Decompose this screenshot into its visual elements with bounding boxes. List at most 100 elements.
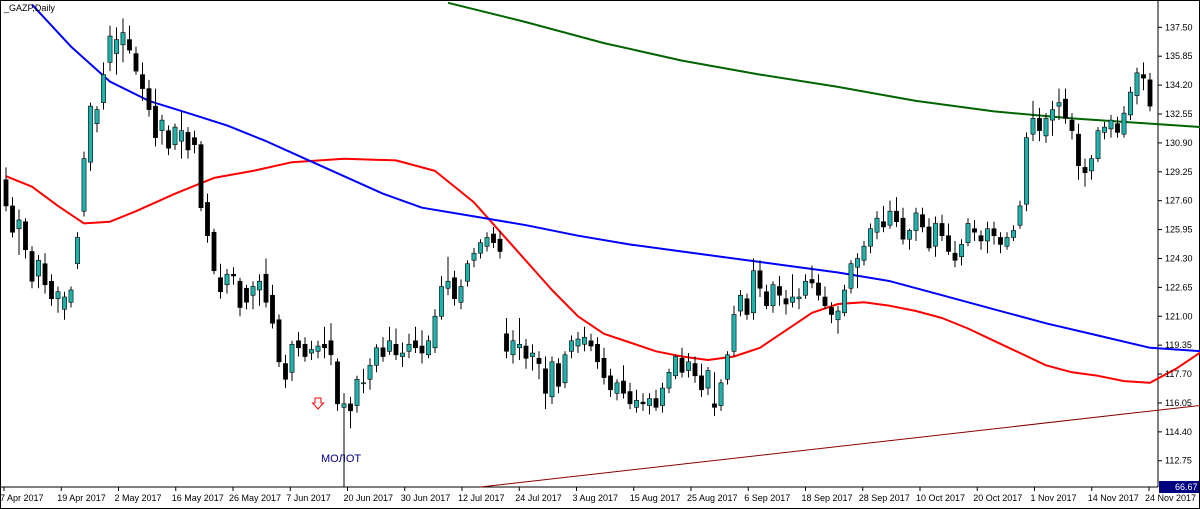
candle bbox=[192, 130, 197, 154]
candle-body-up bbox=[887, 210, 893, 226]
candle-body-up bbox=[725, 354, 730, 380]
y-tick-label: 114.40 bbox=[1165, 427, 1192, 437]
candle bbox=[101, 62, 106, 110]
candle bbox=[49, 274, 54, 306]
x-tick-label: 26 May 2017 bbox=[229, 493, 281, 503]
candle-body-down bbox=[1141, 74, 1146, 79]
candle-body-up bbox=[159, 119, 165, 131]
candle-body-up bbox=[114, 39, 119, 54]
candle-body-up bbox=[81, 158, 87, 212]
candle-body-up bbox=[660, 387, 665, 406]
candle bbox=[790, 274, 795, 308]
candle bbox=[549, 356, 555, 404]
candle-body-down bbox=[348, 403, 353, 412]
candle-body-up bbox=[257, 280, 262, 291]
candle bbox=[582, 326, 587, 352]
candle-body-up bbox=[426, 340, 431, 356]
candle bbox=[159, 114, 165, 145]
candle-body-up bbox=[1128, 91, 1133, 116]
ma-mid-line bbox=[31, 3, 1200, 353]
last-price-label: 66.67 bbox=[1175, 482, 1198, 492]
candle bbox=[10, 197, 15, 238]
candle-body-down bbox=[744, 298, 750, 315]
candle-body-down bbox=[497, 238, 503, 252]
candle bbox=[861, 240, 867, 266]
hammer-arrow-icon bbox=[311, 397, 325, 410]
candle-body-up bbox=[731, 314, 737, 352]
candle-body-up bbox=[406, 343, 412, 352]
candle bbox=[406, 333, 412, 359]
candle-body-down bbox=[1069, 119, 1075, 131]
candle-body-up bbox=[614, 382, 620, 394]
candle bbox=[1043, 113, 1049, 143]
candle-body-down bbox=[536, 357, 542, 364]
candle bbox=[842, 284, 847, 317]
candle-body-up bbox=[790, 296, 795, 303]
candle-body-up bbox=[575, 338, 581, 347]
candle bbox=[881, 205, 886, 233]
candle-body-down bbox=[237, 280, 243, 308]
candles bbox=[3, 18, 1153, 487]
candle bbox=[640, 393, 646, 411]
candle bbox=[127, 25, 132, 54]
candle-body-up bbox=[36, 259, 41, 277]
candle bbox=[1076, 123, 1081, 180]
candle-body-up bbox=[250, 286, 256, 296]
candle-body-up bbox=[569, 340, 574, 352]
candle-body-down bbox=[10, 205, 15, 233]
candle bbox=[471, 247, 477, 268]
x-tick-label: 7 Apr 2017 bbox=[0, 493, 44, 503]
candle-body-down bbox=[276, 319, 282, 363]
candle bbox=[595, 337, 600, 369]
candle bbox=[679, 347, 685, 378]
candle bbox=[367, 358, 373, 390]
candle-body-down bbox=[822, 296, 828, 307]
candle bbox=[1089, 155, 1094, 180]
x-tick-label: 7 Jun 2017 bbox=[286, 493, 331, 503]
candle bbox=[270, 284, 275, 329]
candle bbox=[614, 379, 620, 401]
candle-body-up bbox=[965, 223, 971, 244]
candle bbox=[179, 111, 184, 159]
candle-body-down bbox=[556, 363, 561, 387]
candle-body-up bbox=[634, 400, 639, 408]
y-tick-label: 134.20 bbox=[1165, 80, 1193, 90]
candle bbox=[985, 221, 990, 254]
candle-body-up bbox=[1056, 102, 1062, 107]
candle-body-up bbox=[562, 354, 568, 384]
candle bbox=[744, 293, 750, 320]
candle bbox=[36, 254, 41, 289]
candle-body-up bbox=[341, 403, 347, 408]
candle-body-down bbox=[296, 340, 301, 349]
candle bbox=[725, 351, 730, 385]
candle bbox=[497, 230, 503, 259]
candle-body-down bbox=[166, 130, 171, 149]
candle-body-down bbox=[335, 361, 340, 405]
candle-body-down bbox=[231, 273, 236, 277]
candle bbox=[1030, 100, 1036, 142]
candle-body-up bbox=[647, 398, 652, 406]
candle bbox=[335, 358, 340, 411]
candle-body-up bbox=[484, 237, 490, 247]
candle bbox=[816, 274, 821, 301]
candle-body-up bbox=[1030, 118, 1036, 135]
candle bbox=[458, 279, 464, 310]
candle-body-up bbox=[120, 32, 126, 46]
candle-body-down bbox=[419, 345, 425, 354]
candle bbox=[224, 268, 230, 294]
candle bbox=[575, 332, 581, 354]
candle-body-down bbox=[829, 307, 834, 315]
candle bbox=[608, 368, 613, 397]
candle bbox=[809, 265, 815, 289]
x-tick-label: 24 Nov 2017 bbox=[1145, 493, 1196, 503]
candle bbox=[439, 275, 444, 320]
candle bbox=[965, 218, 971, 247]
candle-body-down bbox=[302, 343, 308, 357]
candle-body-down bbox=[601, 357, 607, 378]
candle-body-up bbox=[68, 289, 74, 303]
candle bbox=[1121, 106, 1127, 138]
candle bbox=[16, 209, 22, 255]
candle-body-down bbox=[595, 343, 600, 363]
candle bbox=[1141, 62, 1146, 91]
candle bbox=[913, 207, 919, 241]
